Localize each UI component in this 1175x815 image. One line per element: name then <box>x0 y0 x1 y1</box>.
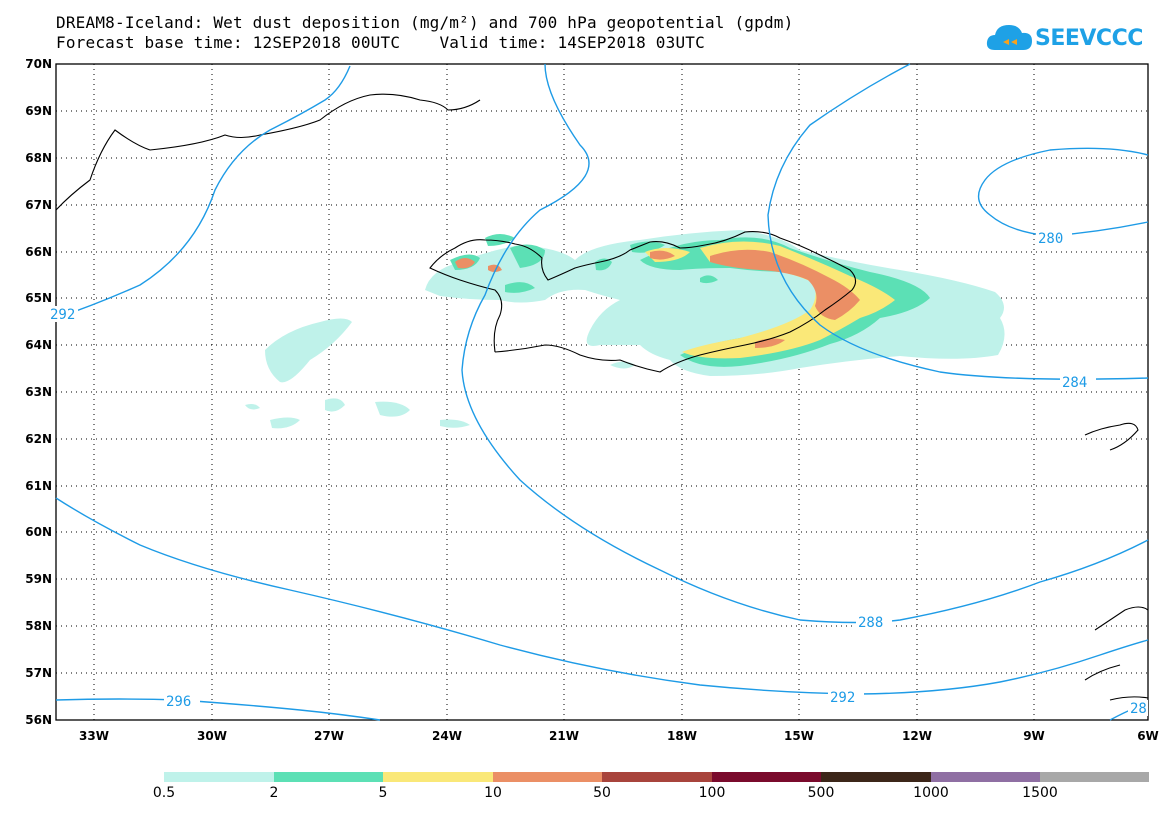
contour-label-284: 284 <box>1062 375 1087 391</box>
legend-swatch <box>383 772 493 782</box>
legend-swatch <box>164 772 274 782</box>
contour-label-296: 296 <box>166 694 191 710</box>
lon-label: 15W <box>784 729 814 743</box>
contour-label-292: 292 <box>830 690 855 706</box>
legend-label: 0.5 <box>152 785 176 801</box>
legend-label: 2 <box>269 785 279 801</box>
lon-label: 30W <box>197 729 227 743</box>
legend-label: 5 <box>378 785 388 801</box>
lat-label: 70N <box>25 57 52 71</box>
legend-swatch <box>493 772 602 782</box>
lon-label: 18W <box>667 729 697 743</box>
legend-swatch <box>821 772 931 782</box>
legend-swatch <box>712 772 821 782</box>
lat-label: 56N <box>25 713 52 727</box>
lat-label: 66N <box>25 245 52 259</box>
legend-label: 100 <box>698 785 726 801</box>
lat-label: 58N <box>25 619 52 633</box>
legend-label: 500 <box>807 785 835 801</box>
contour-labels: 280 284 288 292 296 292 28 <box>50 230 1148 717</box>
legend-swatch <box>931 772 1040 782</box>
lat-label: 57N <box>25 666 52 680</box>
lat-label: 69N <box>25 104 52 118</box>
lon-label: 24W <box>432 729 462 743</box>
cloud-icon <box>986 25 1032 50</box>
coastlines <box>55 93 1149 701</box>
lon-label: 12W <box>902 729 932 743</box>
lat-label: 65N <box>25 291 52 305</box>
contour-label-288: 288 <box>858 615 883 631</box>
lat-label: 60N <box>25 525 52 539</box>
lon-label: 33W <box>79 729 109 743</box>
dust-deposition-field <box>245 230 1005 429</box>
legend-label: 1000 <box>913 785 949 801</box>
lon-label: 27W <box>314 729 344 743</box>
seevccc-logo: SEEVCCC <box>985 20 1143 60</box>
lon-label: 9W <box>1023 729 1045 743</box>
contour-label-28-partial: 28 <box>1130 701 1147 717</box>
lat-label: 67N <box>25 198 52 212</box>
lon-label: 6W <box>1137 729 1159 743</box>
legend-swatch <box>1040 772 1149 782</box>
contour-label-280: 280 <box>1038 231 1063 247</box>
legend-swatch <box>274 772 383 782</box>
legend-label: 50 <box>593 785 611 801</box>
chart-subtitle: Forecast base time: 12SEP2018 00UTC Vali… <box>56 33 705 52</box>
lat-label: 59N <box>25 572 52 586</box>
logo-text: SEEVCCC <box>1035 26 1143 51</box>
lat-label: 68N <box>25 151 52 165</box>
lat-label: 64N <box>25 338 52 352</box>
chart-title: DREAM8-Iceland: Wet dust deposition (mg/… <box>56 13 794 32</box>
lat-label: 61N <box>25 479 52 493</box>
lat-label: 63N <box>25 385 52 399</box>
lon-label: 21W <box>549 729 579 743</box>
lat-label: 62N <box>25 432 52 446</box>
legend-label: 10 <box>484 785 502 801</box>
latitude-labels: 70N 69N 68N 67N 66N 65N 64N 63N 62N 61N … <box>25 57 52 727</box>
contour-label-292-left: 292 <box>50 307 75 323</box>
legend-label: 1500 <box>1022 785 1058 801</box>
longitude-labels: 33W 30W 27W 24W 21W 18W 15W 12W 9W 6W <box>79 729 1159 743</box>
legend-swatch <box>602 772 712 782</box>
